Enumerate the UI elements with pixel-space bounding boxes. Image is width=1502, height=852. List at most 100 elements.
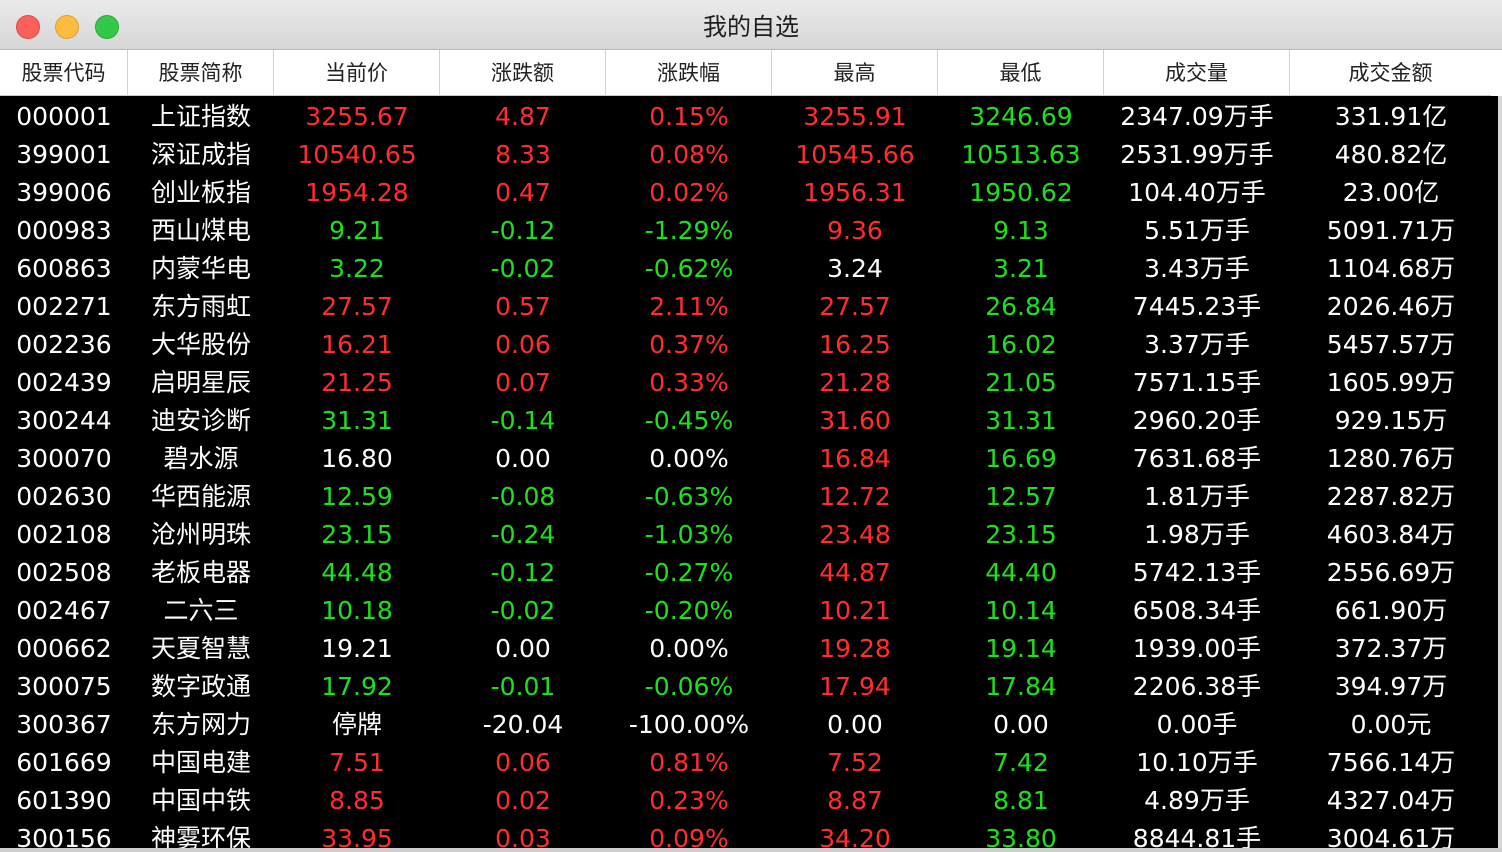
column-header-change-pct[interactable]: 涨跌幅 bbox=[606, 50, 772, 96]
table-header: 股票代码 股票简称 当前价 涨跌额 涨跌幅 最高 最低 成交量 成交金额 bbox=[0, 50, 1502, 96]
cell-code: 600863 bbox=[16, 254, 112, 283]
cell-low: 23.15 bbox=[985, 520, 1057, 549]
cell-change-pct: -0.63% bbox=[644, 482, 734, 511]
cell-price: 44.48 bbox=[321, 558, 393, 587]
cell-low: 8.81 bbox=[993, 786, 1049, 815]
table-row[interactable]: 000662 天夏智慧 19.21 0.00 0.00% 19.28 19.14 1939.0… bbox=[0, 628, 1492, 666]
cell-volume: 7571.15手 bbox=[1132, 368, 1262, 397]
table-row[interactable]: 300244 迪安诊断 31.31 -0.14 -0.45% 31.60 31.31 2960… bbox=[0, 400, 1492, 438]
cell-amount: 2556.69万 bbox=[1326, 558, 1456, 587]
cell-change: 0.47 bbox=[495, 178, 551, 207]
table-row[interactable]: 002439 启明星辰 21.25 0.07 0.33% 21.28 21.05 7571.1… bbox=[0, 362, 1492, 400]
cell-name: 神雾环保 bbox=[150, 824, 251, 852]
cell-amount: 0.00元 bbox=[1350, 710, 1432, 739]
cell-change-pct: 2.11% bbox=[649, 292, 729, 321]
table-row[interactable]: 002508 老板电器 44.48 -0.12 -0.27% 44.87 44.40 5742… bbox=[0, 552, 1492, 590]
cell-code: 601390 bbox=[16, 786, 112, 815]
table-row[interactable]: 300156 神雾环保 33.95 0.03 0.09% 34.20 33.80 8844.8… bbox=[0, 818, 1492, 852]
cell-volume: 2960.20手 bbox=[1132, 406, 1262, 435]
cell-low: 1950.62 bbox=[969, 178, 1073, 207]
table-row[interactable]: 300367 东方网力 停牌 -20.04 -100.00% 0.00 0.00 0.00手 0… bbox=[0, 704, 1492, 742]
cell-name: 西山煤电 bbox=[150, 216, 251, 245]
column-header-high[interactable]: 最高 bbox=[772, 50, 938, 96]
table-row[interactable]: 601669 中国电建 7.51 0.06 0.81% 7.52 7.42 10.10万手 75… bbox=[0, 742, 1492, 780]
column-header-amount[interactable]: 成交金额 bbox=[1290, 50, 1492, 96]
cell-change-pct: 0.81% bbox=[649, 748, 729, 777]
table-row[interactable]: 000983 西山煤电 9.21 -0.12 -1.29% 9.36 9.13 5.51万手 5… bbox=[0, 210, 1492, 248]
table-row[interactable]: 002108 沧州明珠 23.15 -0.24 -1.03% 23.48 23.15 1.98… bbox=[0, 514, 1492, 552]
column-header-price[interactable]: 当前价 bbox=[274, 50, 440, 96]
cell-name: 启明星辰 bbox=[150, 368, 251, 397]
cell-name: 沧州明珠 bbox=[150, 520, 251, 549]
cell-amount: 2026.46万 bbox=[1326, 292, 1456, 321]
column-header-code[interactable]: 股票代码 bbox=[0, 50, 128, 96]
column-header-name[interactable]: 股票简称 bbox=[128, 50, 274, 96]
cell-high: 8.87 bbox=[827, 786, 883, 815]
table-row[interactable]: 002630 华西能源 12.59 -0.08 -0.63% 12.72 12.57 1.81… bbox=[0, 476, 1492, 514]
cell-change: 0.06 bbox=[495, 748, 551, 777]
cell-code: 002271 bbox=[16, 292, 112, 321]
cell-amount: 3004.61万 bbox=[1326, 824, 1456, 852]
cell-low: 44.40 bbox=[985, 558, 1057, 587]
cell-high: 16.84 bbox=[819, 444, 891, 473]
close-button[interactable] bbox=[16, 15, 40, 39]
cell-name: 创业板指 bbox=[150, 178, 251, 207]
table-row[interactable]: 000001 上证指数 3255.67 4.87 0.15% 3255.91 3246.69… bbox=[0, 96, 1492, 134]
column-header-change[interactable]: 涨跌额 bbox=[440, 50, 606, 96]
cell-volume: 5.51万手 bbox=[1144, 216, 1250, 245]
cell-low: 19.14 bbox=[985, 634, 1057, 663]
cell-price: 停牌 bbox=[331, 710, 382, 739]
cell-low: 21.05 bbox=[985, 368, 1057, 397]
cell-high: 34.20 bbox=[819, 824, 891, 852]
cell-change: 0.02 bbox=[495, 786, 551, 815]
cell-code: 300367 bbox=[16, 710, 112, 739]
table-row[interactable]: 002271 东方雨虹 27.57 0.57 2.11% 27.57 26.84 7445.2… bbox=[0, 286, 1492, 324]
table-row[interactable]: 002236 大华股份 16.21 0.06 0.37% 16.25 16.02 3.37万手… bbox=[0, 324, 1492, 362]
cell-change-pct: -0.45% bbox=[644, 406, 734, 435]
cell-amount: 4603.84万 bbox=[1326, 520, 1456, 549]
table-row[interactable]: 002467 二六三 10.18 -0.02 -0.20% 10.21 10.14 6508.… bbox=[0, 590, 1492, 628]
cell-change: -0.08 bbox=[490, 482, 556, 511]
cell-change-pct: -0.27% bbox=[644, 558, 734, 587]
cell-change: 4.87 bbox=[495, 102, 551, 131]
cell-price: 8.85 bbox=[329, 786, 385, 815]
cell-code: 399001 bbox=[16, 140, 112, 169]
cell-change-pct: -100.00% bbox=[628, 710, 750, 739]
table-row[interactable]: 601390 中国中铁 8.85 0.02 0.23% 8.87 8.81 4.89万手 432… bbox=[0, 780, 1492, 818]
table-row[interactable]: 399006 创业板指 1954.28 0.47 0.02% 1956.31 1950.62… bbox=[0, 172, 1492, 210]
cell-change: 8.33 bbox=[495, 140, 551, 169]
cell-price: 7.51 bbox=[329, 748, 385, 777]
cell-name: 东方雨虹 bbox=[150, 292, 251, 321]
cell-name: 深证成指 bbox=[150, 140, 251, 169]
cell-price: 9.21 bbox=[329, 216, 385, 245]
minimize-button[interactable] bbox=[55, 15, 79, 39]
zoom-button[interactable] bbox=[95, 15, 119, 39]
cell-name: 天夏智慧 bbox=[150, 634, 251, 663]
table-row[interactable]: 300075 数字政通 17.92 -0.01 -0.06% 17.94 17.84 2206… bbox=[0, 666, 1492, 704]
cell-volume: 7631.68手 bbox=[1132, 444, 1262, 473]
cell-change: 0.07 bbox=[495, 368, 551, 397]
cell-name: 中国中铁 bbox=[150, 786, 251, 815]
cell-name: 大华股份 bbox=[150, 330, 251, 359]
table-row[interactable]: 399001 深证成指 10540.65 8.33 0.08% 10545.66 10513… bbox=[0, 134, 1492, 172]
cell-high: 44.87 bbox=[819, 558, 891, 587]
cell-volume: 1.98万手 bbox=[1144, 520, 1250, 549]
column-header-volume[interactable]: 成交量 bbox=[1104, 50, 1290, 96]
table-row[interactable]: 600863 内蒙华电 3.22 -0.02 -0.62% 3.24 3.21 3.43万手 1… bbox=[0, 248, 1492, 286]
title-bar[interactable]: 我的自选 bbox=[0, 0, 1502, 50]
cell-price: 16.80 bbox=[321, 444, 393, 473]
cell-change-pct: -0.06% bbox=[644, 672, 734, 701]
cell-amount: 661.90万 bbox=[1334, 596, 1448, 625]
cell-amount: 2287.82万 bbox=[1326, 482, 1456, 511]
table-row[interactable]: 300070 碧水源 16.80 0.00 0.00% 16.84 16.69 7631.68… bbox=[0, 438, 1492, 476]
cell-change-pct: 0.00% bbox=[649, 444, 729, 473]
cell-change-pct: 0.37% bbox=[649, 330, 729, 359]
column-header-low[interactable]: 最低 bbox=[938, 50, 1104, 96]
cell-code: 002630 bbox=[16, 482, 112, 511]
cell-price: 10540.65 bbox=[297, 140, 417, 169]
window-bottom-border bbox=[0, 848, 1502, 852]
cell-code: 300075 bbox=[16, 672, 112, 701]
cell-code: 300244 bbox=[16, 406, 112, 435]
cell-change: 0.00 bbox=[495, 634, 551, 663]
cell-change: -0.14 bbox=[490, 406, 556, 435]
